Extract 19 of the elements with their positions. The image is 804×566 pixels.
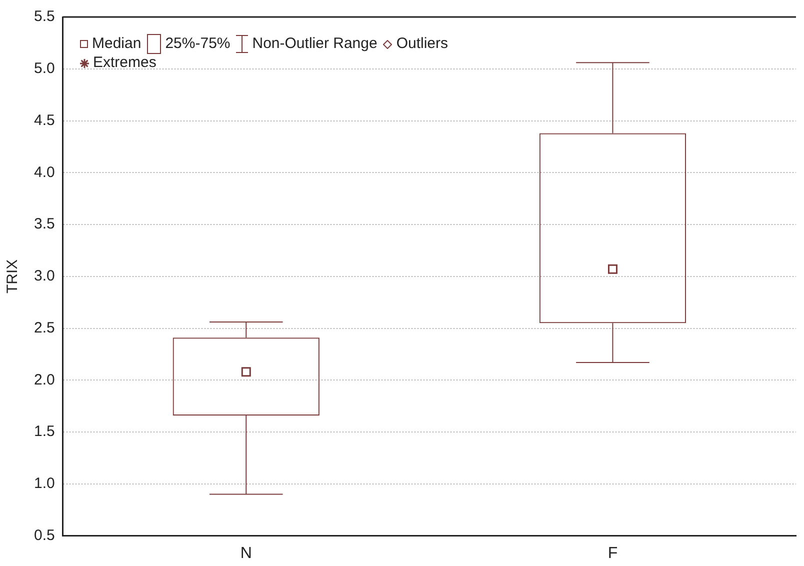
- y-axis-title: TRIX: [4, 259, 22, 294]
- y-tick-label: 4.0: [34, 164, 55, 181]
- y-tick-label: 1.0: [34, 475, 55, 492]
- annotation: Extremes: [93, 54, 156, 71]
- annotation: Outliers: [396, 34, 448, 52]
- y-tick-label: 1.5: [34, 423, 55, 440]
- annotation: Non-Outlier Range: [252, 34, 378, 52]
- x-tick-label: F: [608, 544, 618, 562]
- y-tick-label: 4.5: [34, 112, 55, 129]
- annotation: Median: [92, 34, 142, 52]
- y-tick-label: 2.0: [34, 371, 55, 388]
- y-tick-label: 3.0: [34, 268, 55, 285]
- y-tick-label: 5.0: [34, 60, 55, 78]
- x-tick-label: N: [240, 544, 252, 562]
- y-tick-label: 0.5: [34, 526, 55, 544]
- y-tick-label: 2.5: [34, 319, 55, 336]
- y-tick-label: 5.5: [34, 8, 55, 26]
- y-tick-label: 3.5: [34, 216, 55, 233]
- annotation: 25%-75%: [165, 34, 230, 52]
